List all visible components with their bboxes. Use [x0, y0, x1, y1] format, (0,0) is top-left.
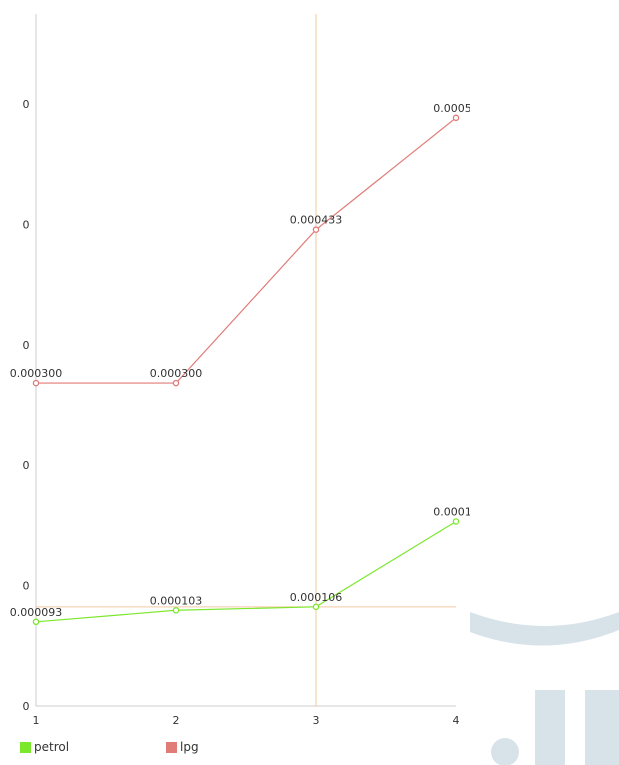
legend-swatch	[166, 741, 177, 753]
x-tick-label: 1	[33, 714, 40, 727]
legend-item-petrol[interactable]: petrol	[20, 740, 166, 754]
data-point-petrol[interactable]	[312, 603, 320, 611]
y-tick-label: 0	[23, 459, 30, 472]
legend-label: petrol	[34, 740, 70, 754]
data-label-lpg: 0.000300	[10, 367, 63, 380]
data-point-lpg[interactable]	[32, 379, 40, 387]
series-line-petrol	[35, 520, 457, 623]
data-point-petrol[interactable]	[452, 518, 460, 525]
legend-item-lpg[interactable]: lpg	[166, 740, 312, 754]
legend-label: lpg	[180, 740, 199, 754]
data-label-lpg: 0.000433	[290, 214, 343, 227]
series-line-lpg	[36, 117, 457, 384]
legend-swatch	[20, 741, 31, 753]
data-label-lpg: 0.00053	[433, 102, 479, 115]
data-label-petrol: 0.000106	[290, 591, 343, 604]
y-tick-label: 0	[23, 98, 30, 111]
data-label-lpg: 0.000300	[150, 367, 203, 380]
y-tick-label: 0	[23, 218, 30, 231]
data-label-petrol: 0.000093	[10, 606, 63, 619]
watermark	[470, 612, 619, 765]
data-point-lpg[interactable]	[172, 379, 180, 387]
y-tick-label: 0	[23, 580, 30, 593]
x-tick-label: 2	[173, 714, 180, 727]
data-label-petrol: 0.000103	[150, 594, 203, 607]
data-point-lpg[interactable]	[312, 226, 320, 233]
data-point-lpg[interactable]	[452, 114, 460, 122]
y-tick-label: 0	[23, 339, 30, 352]
x-tick-label: 3	[313, 714, 320, 727]
data-point-petrol[interactable]	[172, 607, 180, 614]
data-label-petrol: 0.00018	[433, 505, 479, 518]
legend: petrol lpg	[20, 740, 312, 754]
x-tick-label: 4	[453, 714, 460, 727]
data-point-petrol[interactable]	[32, 618, 40, 626]
y-tick-label: 0	[23, 700, 30, 713]
